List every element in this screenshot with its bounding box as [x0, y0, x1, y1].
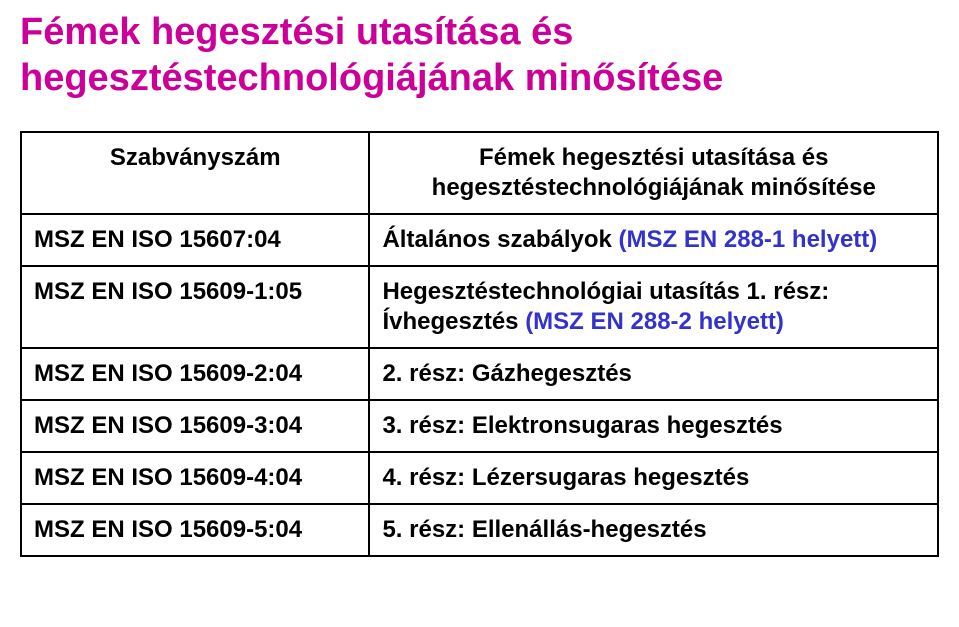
cell-left: MSZ EN ISO 15609-4:04 [21, 452, 369, 504]
cell-text: MSZ EN ISO 15609-3:04 [34, 412, 302, 439]
header-left-text: Szabványszám [110, 144, 281, 171]
header-right: Fémek hegesztési utasítása és hegesztést… [369, 132, 938, 214]
cell-text: 2. rész: Gázhegesztés [382, 360, 631, 387]
cell-highlight: (MSZ EN 288-1 helyett) [619, 226, 878, 253]
cell-right: 4. rész: Lézersugaras hegesztés [369, 452, 938, 504]
cell-text: MSZ EN ISO 15607:04 [34, 226, 281, 253]
cell-text: 4. rész: Lézersugaras hegesztés [382, 464, 749, 491]
cell-text: 5. rész: Ellenállás-hegesztés [382, 516, 706, 543]
cell-text: MSZ EN ISO 15609-5:04 [34, 516, 302, 543]
cell-right: 3. rész: Elektronsugaras hegesztés [369, 400, 938, 452]
table-row: MSZ EN ISO 15609-2:04 2. rész: Gázhegesz… [21, 348, 938, 400]
cell-right: 5. rész: Ellenállás-hegesztés [369, 504, 938, 556]
cell-left: MSZ EN ISO 15609-3:04 [21, 400, 369, 452]
cell-text: MSZ EN ISO 15609-1:05 [34, 278, 302, 305]
cell-text: 3. rész: Elektronsugaras hegesztés [382, 412, 782, 439]
slide-title: Fémek hegesztési utasítása és hegesztést… [20, 10, 939, 101]
cell-text: MSZ EN ISO 15609-4:04 [34, 464, 302, 491]
cell-right: Hegesztéstechnológiai utasítás 1. rész: … [369, 266, 938, 348]
table-row: MSZ EN ISO 15607:04 Általános szabályok … [21, 214, 938, 266]
cell-left: MSZ EN ISO 15609-1:05 [21, 266, 369, 348]
cell-left: MSZ EN ISO 15609-2:04 [21, 348, 369, 400]
title-line2: hegesztéstechnológiájának minősítése [20, 57, 723, 99]
cell-highlight: (MSZ EN 288-2 helyett) [525, 308, 784, 335]
cell-right: Általános szabályok (MSZ EN 288-1 helyet… [369, 214, 938, 266]
cell-left: MSZ EN ISO 15609-5:04 [21, 504, 369, 556]
cell-right: 2. rész: Gázhegesztés [369, 348, 938, 400]
standards-table: Szabványszám Fémek hegesztési utasítása … [20, 131, 939, 557]
title-line1: Fémek hegesztési utasítása és [20, 11, 573, 53]
header-right-line1: Fémek hegesztési utasítása és [479, 144, 829, 171]
table-row: MSZ EN ISO 15609-4:04 4. rész: Lézersuga… [21, 452, 938, 504]
table-row: MSZ EN ISO 15609-1:05 Hegesztéstechnológ… [21, 266, 938, 348]
table-row: MSZ EN ISO 15609-5:04 5. rész: Ellenállá… [21, 504, 938, 556]
slide: Fémek hegesztési utasítása és hegesztést… [0, 0, 959, 627]
header-right-line2: hegesztéstechnológiájának minősítése [432, 174, 876, 201]
table-header-row: Szabványszám Fémek hegesztési utasítása … [21, 132, 938, 214]
cell-left: MSZ EN ISO 15607:04 [21, 214, 369, 266]
cell-text: MSZ EN ISO 15609-2:04 [34, 360, 302, 387]
header-left: Szabványszám [21, 132, 369, 214]
cell-text: Általános szabályok [382, 226, 618, 253]
table-row: MSZ EN ISO 15609-3:04 3. rész: Elektrons… [21, 400, 938, 452]
